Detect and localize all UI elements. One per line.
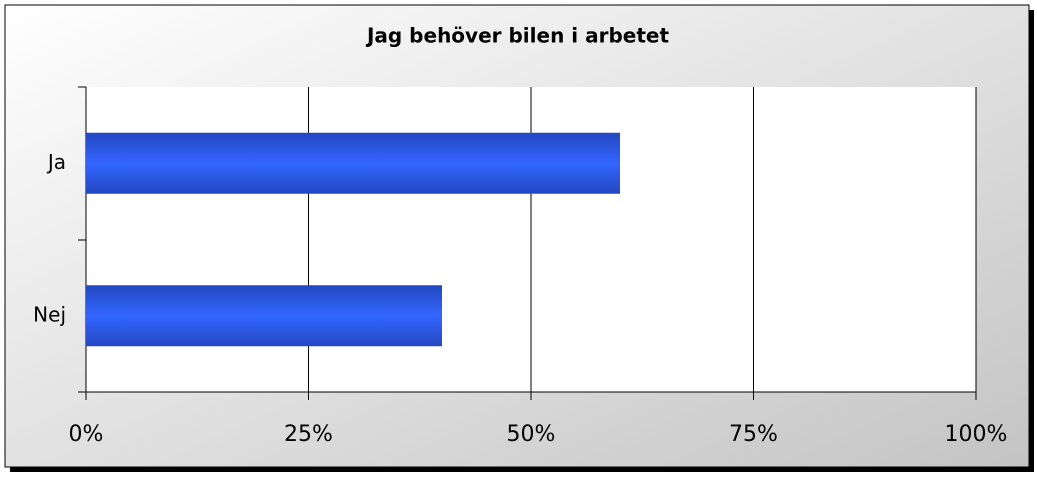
x-tick-label: 25%: [284, 422, 333, 447]
bar: [86, 132, 620, 194]
y-tick-label: Ja: [46, 150, 66, 174]
category-ticks: [78, 86, 86, 393]
bar: [86, 285, 442, 347]
x-tick-label: 50%: [507, 422, 556, 447]
x-tick-label: 75%: [729, 422, 778, 447]
x-tick-label: 0%: [69, 422, 104, 447]
chart-title: Jag behöver bilen i arbetet: [365, 24, 669, 48]
x-tick-label: 100%: [945, 422, 1008, 447]
y-tick-label: Nej: [33, 302, 66, 326]
